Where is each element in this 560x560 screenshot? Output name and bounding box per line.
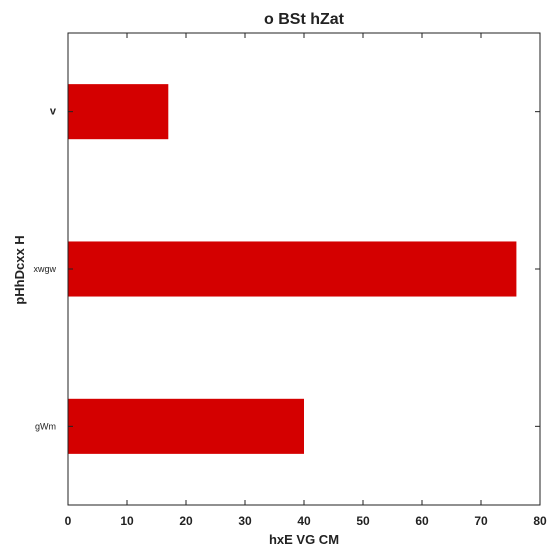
y-axis-label: pHhDcxx H bbox=[12, 235, 27, 304]
x-axis-label: hxE VG CM bbox=[269, 532, 339, 547]
plot-frame bbox=[67, 32, 541, 506]
x-tick-label: 80 bbox=[533, 514, 547, 528]
bar-v bbox=[68, 84, 169, 140]
y-tick-label-gWm: gWm bbox=[35, 421, 56, 431]
x-tick-label: 70 bbox=[474, 514, 488, 528]
y-tick-label-v: v bbox=[50, 106, 57, 118]
y-tick-label-xwgw: xwgw bbox=[33, 264, 56, 274]
x-tick-label: 10 bbox=[120, 514, 134, 528]
chart-title: o BSt hZat bbox=[264, 11, 345, 28]
ticks-group: gWm xwgw v 0 10 20 30 40 50 60 70 80 bbox=[33, 33, 547, 528]
x-tick-label: 60 bbox=[415, 514, 429, 528]
bars-group bbox=[68, 84, 517, 454]
bar-gWm bbox=[68, 398, 304, 454]
x-tick-label: 40 bbox=[297, 514, 311, 528]
bar-xwgw bbox=[68, 241, 517, 297]
x-tick-label: 20 bbox=[179, 514, 193, 528]
x-tick-label: 0 bbox=[65, 514, 72, 528]
x-tick-label: 50 bbox=[356, 514, 370, 528]
x-tick-label: 30 bbox=[238, 514, 252, 528]
